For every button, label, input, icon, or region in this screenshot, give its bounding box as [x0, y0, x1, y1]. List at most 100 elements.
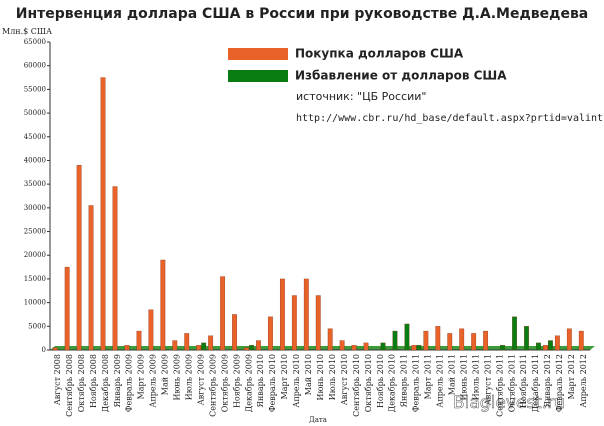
- bar: [380, 342, 386, 351]
- bar: [172, 340, 178, 351]
- bar: [184, 333, 190, 351]
- bar: [52, 347, 58, 351]
- bar: [220, 276, 226, 351]
- y-tick-label: 20000: [24, 251, 46, 259]
- x-tick-label: Март 2012: [567, 354, 576, 399]
- bar: [244, 347, 249, 351]
- bar: [512, 316, 517, 351]
- bar: [447, 333, 453, 351]
- x-tick-label: Январь 2012: [543, 354, 552, 407]
- watermark: Blaglevest.ru: [453, 393, 565, 413]
- x-tick-label: Октябрь 2009: [220, 354, 229, 412]
- bar: [435, 326, 441, 351]
- x-tick-label: Сентябрь 2009: [208, 354, 217, 417]
- x-tick-label: Октябрь 2008: [77, 354, 86, 412]
- bar: [64, 266, 70, 351]
- bar: [566, 328, 572, 351]
- bar: [554, 335, 560, 351]
- bar: [268, 316, 273, 351]
- x-tick-label: Август 2011: [483, 354, 492, 405]
- bar: [536, 342, 541, 351]
- x-tick-label: Февраль 2010: [268, 354, 277, 412]
- x-tick-label: Май 2011: [448, 354, 457, 395]
- x-tick-label: Декабрь 2008: [101, 354, 110, 412]
- bar: [196, 345, 202, 351]
- bar: [404, 323, 410, 351]
- bar: [315, 295, 321, 351]
- annotation: http://www.cbr.ru/hd_base/default.aspx?p…: [296, 113, 603, 124]
- y-tick-label: 10000: [24, 299, 46, 307]
- x-tick-label: Декабрь 2010: [388, 354, 397, 412]
- bar: [351, 345, 357, 351]
- bar: [76, 165, 82, 351]
- x-tick-label: Октябрь 2010: [364, 354, 373, 412]
- x-tick-label: Ноябрь 2009: [232, 354, 241, 408]
- annotation: источник: "ЦБ России": [296, 90, 426, 103]
- legend-swatch: [228, 48, 288, 60]
- bar: [208, 335, 214, 351]
- bar: [100, 77, 106, 351]
- x-tick-label: Апрель 2009: [149, 354, 158, 408]
- bar: [416, 345, 422, 351]
- x-tick-label: Декабрь 2011: [531, 354, 540, 412]
- bar: [548, 340, 553, 351]
- y-tick-label: 65000: [24, 38, 46, 46]
- y-tick-label: 55000: [24, 85, 46, 93]
- bar: [423, 330, 429, 351]
- x-tick-label: Ноябрь 2008: [89, 354, 98, 408]
- x-tick-label: Ноябрь 2010: [376, 354, 385, 408]
- legend-swatch: [228, 70, 288, 82]
- x-tick-label: Сентябрь 2011: [495, 354, 504, 417]
- bar: [500, 345, 505, 351]
- x-tick-label: Февраль 2009: [125, 354, 134, 412]
- legend-label: Покупка долларов США: [295, 47, 464, 61]
- y-tick-label: 25000: [24, 228, 46, 236]
- y-tick-label: 35000: [24, 180, 46, 188]
- bar: [339, 340, 345, 351]
- bar: [88, 205, 94, 351]
- legend-label: Избавление от долларов США: [295, 69, 507, 83]
- x-tick-label: Март 2010: [280, 354, 289, 399]
- bar: [112, 186, 118, 351]
- x-tick-label: Июнь 2011: [459, 354, 468, 401]
- x-tick-label: Январь 2009: [113, 354, 122, 407]
- y-tick-label: 60000: [24, 62, 46, 70]
- x-tick-label: Апрель 2011: [436, 354, 445, 408]
- x-tick-label: Февраль 2012: [555, 354, 564, 412]
- bar: [136, 330, 142, 351]
- x-tick-label: Август 2008: [53, 354, 62, 405]
- bar: [483, 330, 489, 351]
- x-tick-label: Август 2009: [196, 354, 205, 405]
- bar: [291, 295, 297, 351]
- bar: [303, 278, 309, 351]
- x-tick-label: Май 2010: [304, 354, 313, 395]
- x-tick-label: Март 2009: [137, 354, 146, 399]
- x-tick-label: Сентябрь 2008: [65, 354, 74, 417]
- y-tick-label: 30000: [24, 204, 46, 212]
- x-tick-label: Февраль 2011: [412, 354, 421, 412]
- bar: [459, 328, 465, 351]
- x-tick-label: Сентябрь 2010: [352, 354, 361, 417]
- y-tick-label: 0: [42, 346, 46, 354]
- bar: [392, 330, 398, 351]
- x-tick-label: Октябрь 2011: [507, 354, 516, 412]
- bar: [232, 314, 237, 351]
- x-tick-label: Июль 2011: [471, 354, 480, 400]
- x-tick-label: Июль 2009: [184, 354, 193, 400]
- bar: [411, 345, 417, 351]
- chart-title: Интервенция доллара США в России при рук…: [16, 6, 589, 22]
- bar: [363, 342, 369, 351]
- x-tick-label: Январь 2010: [256, 354, 265, 407]
- y-tick-label: 50000: [24, 109, 46, 117]
- x-axis-label: Дата: [309, 416, 327, 424]
- x-tick-label: Август 2010: [340, 354, 349, 405]
- bar: [201, 342, 207, 351]
- x-tick-label: Апрель 2012: [579, 354, 588, 408]
- bar: [471, 333, 477, 351]
- bar: [124, 345, 130, 351]
- bar: [256, 340, 261, 351]
- bar: [578, 330, 584, 351]
- x-tick-label: Январь 2011: [400, 354, 409, 407]
- bar: [543, 345, 548, 351]
